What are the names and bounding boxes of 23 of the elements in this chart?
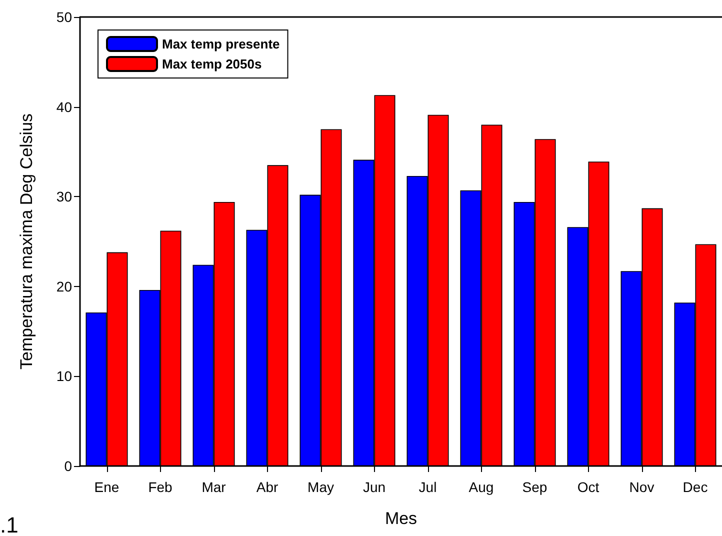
- text: .1: [0, 512, 18, 536]
- x-tick-label: Ene: [94, 479, 120, 495]
- y-tick-label: 30: [56, 188, 72, 205]
- x-tick-label: Jul: [418, 479, 437, 495]
- x-tick-label: Abr: [256, 479, 278, 495]
- y-tick-label: 0: [64, 458, 72, 474]
- x-tick-label: Oct: [577, 479, 600, 495]
- y-tick-label: 50: [56, 9, 72, 25]
- x-tick-label: Dec: [682, 479, 708, 495]
- x-tick-label: Feb: [148, 479, 173, 495]
- y-tick-label: 40: [56, 98, 72, 115]
- x-tick-label: Mar: [202, 479, 226, 495]
- x-tick-label: May: [308, 479, 334, 495]
- x-tick-label: Nov: [629, 479, 654, 495]
- x-axis-title: Mes: [384, 509, 418, 528]
- x-tick-label: Sep: [522, 479, 548, 495]
- y-tick-label: 10: [56, 368, 72, 384]
- legend-label: Max temp 2050s: [162, 56, 262, 72]
- legend-label: Max temp presente: [162, 36, 280, 52]
- x-tick-label: Jun: [362, 479, 386, 495]
- y-tick-label: 20: [56, 278, 72, 294]
- y-axis-title: Temperatura maxima Deg Celsius: [17, 113, 36, 370]
- x-tick-label: Aug: [468, 479, 494, 495]
